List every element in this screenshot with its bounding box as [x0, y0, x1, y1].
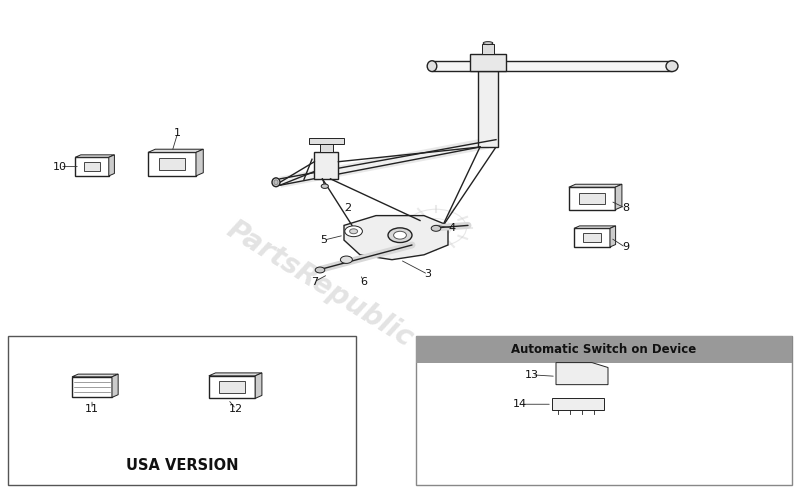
Ellipse shape	[431, 225, 441, 231]
Ellipse shape	[272, 178, 280, 187]
Text: PartsRepublic: PartsRepublic	[222, 216, 418, 353]
Ellipse shape	[350, 229, 358, 234]
Ellipse shape	[427, 61, 437, 72]
Bar	[470, 54, 506, 71]
Polygon shape	[556, 363, 608, 385]
Bar	[8, 336, 356, 485]
Polygon shape	[72, 374, 118, 377]
Bar	[209, 376, 255, 398]
Text: 2: 2	[345, 203, 351, 213]
Bar	[314, 152, 338, 179]
Bar	[148, 152, 196, 176]
Bar	[309, 138, 344, 144]
Ellipse shape	[274, 180, 278, 185]
Text: 13: 13	[525, 370, 539, 380]
Polygon shape	[112, 374, 118, 397]
Ellipse shape	[388, 228, 412, 243]
Polygon shape	[196, 149, 203, 176]
Text: 10: 10	[53, 162, 67, 172]
Polygon shape	[478, 71, 498, 147]
Bar	[84, 162, 101, 171]
Bar	[569, 187, 615, 210]
Polygon shape	[552, 398, 604, 410]
Text: 4: 4	[449, 223, 455, 233]
Bar	[574, 228, 610, 247]
Bar	[416, 336, 792, 485]
Polygon shape	[109, 155, 114, 176]
Bar	[320, 144, 333, 152]
Text: 1: 1	[174, 128, 181, 138]
Text: 3: 3	[425, 270, 431, 279]
Bar	[75, 157, 109, 176]
Polygon shape	[255, 373, 262, 398]
Ellipse shape	[483, 42, 493, 45]
Ellipse shape	[666, 61, 678, 72]
Bar	[583, 233, 601, 242]
Text: Automatic Switch on Device: Automatic Switch on Device	[511, 343, 697, 356]
Text: 11: 11	[85, 404, 99, 414]
Polygon shape	[574, 226, 616, 228]
Bar	[579, 193, 605, 204]
Ellipse shape	[394, 231, 406, 239]
Text: 7: 7	[311, 277, 318, 287]
Text: 9: 9	[622, 243, 629, 252]
Polygon shape	[569, 184, 622, 187]
Ellipse shape	[341, 256, 352, 264]
Bar	[158, 158, 186, 170]
Text: 5: 5	[321, 235, 327, 245]
Bar	[482, 44, 494, 54]
Ellipse shape	[315, 267, 325, 273]
Text: 6: 6	[361, 277, 367, 287]
Bar	[416, 336, 792, 363]
Polygon shape	[209, 373, 262, 376]
Text: USA VERSION: USA VERSION	[126, 458, 238, 473]
Polygon shape	[344, 216, 448, 260]
Polygon shape	[280, 140, 496, 185]
Polygon shape	[610, 226, 616, 247]
Text: 14: 14	[513, 399, 527, 409]
Polygon shape	[148, 149, 203, 152]
Text: 12: 12	[229, 404, 243, 414]
Polygon shape	[432, 61, 672, 71]
Ellipse shape	[321, 184, 328, 189]
Ellipse shape	[345, 226, 362, 237]
Polygon shape	[75, 155, 114, 157]
Polygon shape	[615, 184, 622, 210]
Bar	[219, 381, 245, 393]
Text: 8: 8	[622, 203, 629, 213]
Bar	[72, 377, 112, 397]
